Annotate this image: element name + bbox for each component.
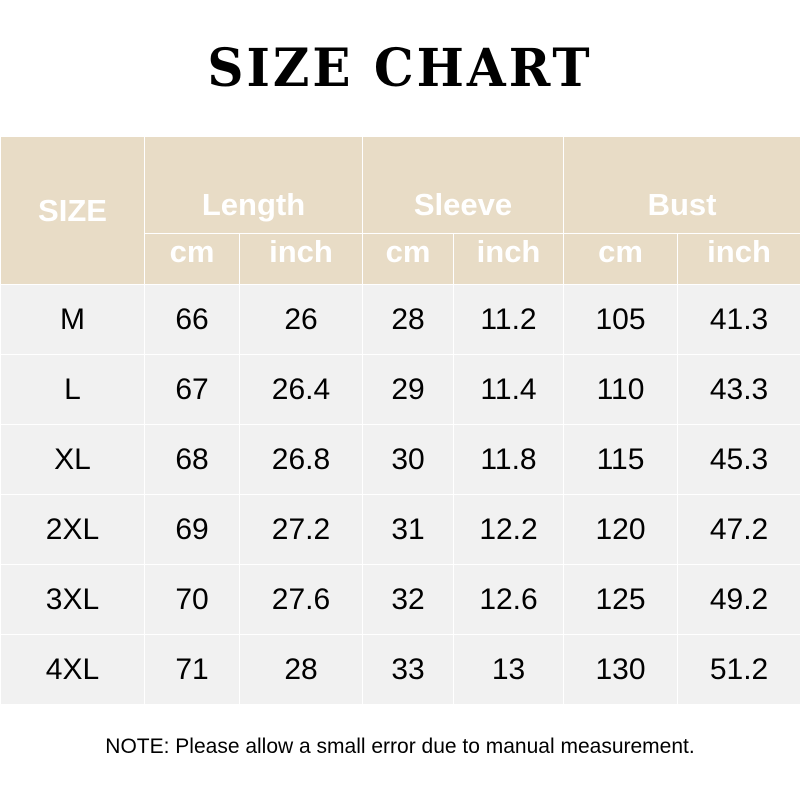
measurement-cell: 28 (239, 634, 363, 705)
size-table: SIZE Length Sleeve Bust cm inch cm inch cm in… (0, 136, 800, 705)
measurement-cell: 69 (144, 494, 240, 565)
page-title: SIZE CHART (207, 36, 593, 99)
measurement-cell: 43.3 (677, 354, 800, 425)
table-row: 3XL 70 27.6 32 12.6 125 49.2 (0, 564, 800, 635)
measurement-cell: 67 (144, 354, 240, 425)
measurement-cell: 71 (144, 634, 240, 705)
size-cell: 3XL (0, 564, 145, 635)
measurement-cell: 12.2 (452, 494, 565, 565)
size-cell: L (0, 354, 145, 425)
measurement-cell: 11.4 (452, 354, 565, 425)
measurement-cell: 51.2 (677, 634, 800, 705)
size-cell: 4XL (0, 634, 145, 705)
measurement-cell: 130 (563, 634, 679, 705)
measurement-cell: 49.2 (677, 564, 800, 635)
measurement-cell: 31 (362, 494, 454, 565)
table-row: L 67 26.4 29 11.4 110 43.3 (0, 354, 800, 425)
measurement-cell: 26.8 (239, 424, 363, 495)
size-cell: M (0, 284, 145, 355)
measurement-cell: 29 (362, 354, 454, 425)
measurement-cell: 105 (563, 284, 679, 355)
measurement-cell: 33 (362, 634, 454, 705)
measurement-cell: 32 (362, 564, 454, 635)
bust-header: Bust (563, 136, 800, 234)
unit-header: cm (563, 233, 679, 285)
unit-header: cm (362, 233, 454, 285)
measurement-cell: 41.3 (677, 284, 800, 355)
measurement-cell: 45.3 (677, 424, 800, 495)
measurement-cell: 70 (144, 564, 240, 635)
measurement-cell: 115 (563, 424, 679, 495)
table-row: 2XL 69 27.2 31 12.2 120 47.2 (0, 494, 800, 565)
size-cell: 2XL (0, 494, 145, 565)
measurement-cell: 11.2 (452, 284, 565, 355)
measurement-cell: 30 (362, 424, 454, 495)
measurement-cell: 27.6 (239, 564, 363, 635)
table-row: M 66 26 28 11.2 105 41.3 (0, 284, 800, 355)
measurement-cell: 125 (563, 564, 679, 635)
size-cell: XL (0, 424, 145, 495)
measurement-cell: 68 (144, 424, 240, 495)
measurement-cell: 110 (563, 354, 679, 425)
measurement-cell: 47.2 (677, 494, 800, 565)
measurement-cell: 27.2 (239, 494, 363, 565)
measurement-cell: 66 (144, 284, 240, 355)
measurement-cell: 26.4 (239, 354, 363, 425)
table-row: XL 68 26.8 30 11.8 115 45.3 (0, 424, 800, 495)
note-text: NOTE: Please allow a small error due to … (105, 735, 695, 758)
measurement-cell: 11.8 (452, 424, 565, 495)
table-row: 4XL 71 28 33 13 130 51.2 (0, 634, 800, 705)
length-header: Length (144, 136, 363, 234)
measurement-cell: 12.6 (452, 564, 565, 635)
unit-header: inch (452, 233, 565, 285)
measurement-cell: 28 (362, 284, 454, 355)
unit-header: inch (677, 233, 800, 285)
measurement-cell: 120 (563, 494, 679, 565)
size-header: SIZE (0, 136, 145, 285)
unit-header: inch (239, 233, 363, 285)
measurement-cell: 13 (452, 634, 565, 705)
sleeve-header: Sleeve (361, 136, 565, 234)
unit-header: cm (144, 233, 240, 285)
measurement-cell: 26 (239, 284, 363, 355)
